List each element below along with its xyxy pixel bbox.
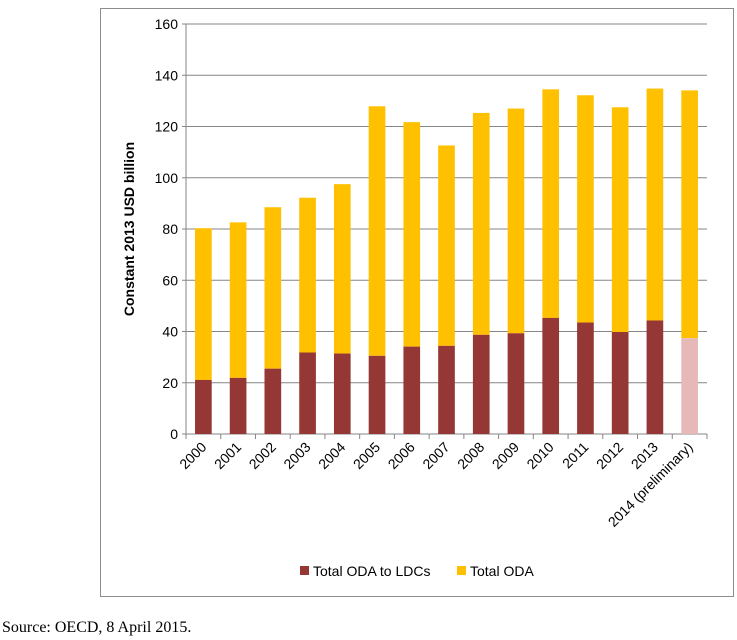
x-tick-label: 2002 <box>246 439 279 472</box>
bar-oda-ldcs <box>681 338 698 434</box>
legend-swatch <box>457 566 466 575</box>
y-tick-label: 160 <box>155 16 179 32</box>
y-tick-label: 0 <box>170 426 178 442</box>
bar-total-oda <box>403 122 421 347</box>
y-tick-label: 60 <box>162 272 178 288</box>
bar-total-oda <box>472 112 490 335</box>
bar-total-oda <box>646 88 664 321</box>
bar-total-oda <box>264 207 282 369</box>
bar-oda-ldcs <box>299 352 316 434</box>
x-tick-label: 2001 <box>211 439 244 472</box>
bar-oda-ldcs <box>403 346 421 434</box>
bar-oda-ldcs <box>611 332 629 434</box>
source-note: Source: OECD, 8 April 2015. <box>2 619 192 636</box>
y-tick-label: 140 <box>155 67 179 83</box>
y-tick-label: 100 <box>155 170 179 186</box>
bar-oda-ldcs <box>542 317 560 434</box>
bar-total-oda <box>229 222 247 378</box>
y-tick-label: 80 <box>162 221 178 237</box>
x-tick-label: 2005 <box>350 439 383 472</box>
bar-total-oda <box>577 95 594 323</box>
bar-total-oda <box>333 184 351 354</box>
x-tick-label: 2010 <box>523 439 556 472</box>
x-tick-label: 2006 <box>385 439 418 472</box>
y-axis-label: Constant 2013 USD billion <box>121 142 137 316</box>
bar-oda-ldcs <box>507 333 525 434</box>
bar-oda-ldcs <box>333 353 351 434</box>
bar-total-oda <box>507 108 525 334</box>
bar-oda-ldcs <box>229 377 247 434</box>
legend-label: Total ODA <box>470 563 534 579</box>
bar-total-oda <box>368 106 386 356</box>
y-tick-label: 40 <box>162 324 178 340</box>
bar-total-oda <box>299 197 316 353</box>
x-tick-label: 2003 <box>280 439 313 472</box>
bar-total-oda <box>195 228 212 380</box>
legend-swatch <box>300 566 309 575</box>
x-tick-label: 2004 <box>315 439 348 472</box>
bar-total-oda <box>681 90 698 339</box>
y-tick-label: 20 <box>162 375 178 391</box>
x-tick-label: 2008 <box>454 439 487 472</box>
bar-oda-ldcs <box>472 334 490 434</box>
legend-label: Total ODA to LDCs <box>313 563 431 579</box>
bar-oda-ldcs <box>646 320 664 434</box>
x-tick-label: 2000 <box>176 439 209 472</box>
bar-total-oda <box>542 89 560 318</box>
x-tick-label: 2009 <box>489 439 522 472</box>
bar-oda-ldcs <box>577 322 594 434</box>
bar-oda-ldcs <box>438 345 455 434</box>
x-tick-label: 2007 <box>419 439 452 472</box>
bar-oda-ldcs <box>368 355 386 434</box>
chart-frame <box>100 8 734 597</box>
bar-total-oda <box>611 107 629 333</box>
y-tick-label: 120 <box>155 119 179 135</box>
bar-oda-ldcs <box>264 368 282 434</box>
bar-total-oda <box>438 145 455 346</box>
x-tick-label: 2012 <box>593 439 626 472</box>
bar-oda-ldcs <box>195 379 212 434</box>
x-tick-label: 2011 <box>559 439 592 472</box>
